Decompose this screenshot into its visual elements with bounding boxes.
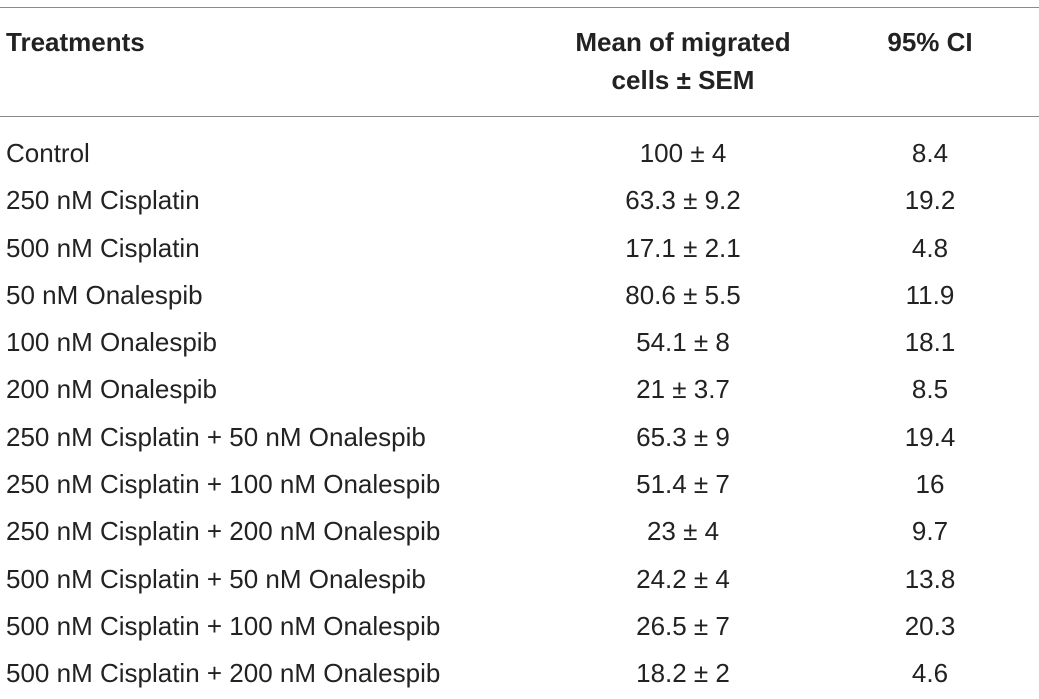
cell-ci: 16 xyxy=(915,469,945,500)
table-row: 500 nM Cisplatin + 50 nM Onalespib 24.2 … xyxy=(0,557,1039,604)
cell-ci: 19.4 xyxy=(904,421,956,452)
cell-treatment: 500 nM Cisplatin + 100 nM Onalespib xyxy=(6,610,441,641)
cell-treatment: Control xyxy=(6,138,90,168)
header-rule xyxy=(0,116,1039,117)
header-treatments: Treatments xyxy=(6,27,145,57)
cell-treatment: 100 nM Onalespib xyxy=(6,327,218,358)
cell-mean: 63.3 ± 9.2 xyxy=(625,185,741,216)
header-mean: Mean of migrated cells ± SEM xyxy=(562,23,804,99)
cell-mean: 26.5 ± 7 xyxy=(636,610,730,641)
cell-ci: 11.9 xyxy=(905,279,955,310)
cell-mean: 100 ± 4 xyxy=(639,138,727,168)
cell-treatment: 250 nM Cisplatin xyxy=(6,185,200,216)
table-row: 250 nM Cisplatin + 200 nM Onalespib 23 ±… xyxy=(0,509,1039,556)
cell-ci: 4.8 xyxy=(911,232,949,263)
top-rule xyxy=(0,7,1039,8)
cell-treatment: 50 nM Onalespib xyxy=(6,279,203,310)
cell-mean: 23 ± 4 xyxy=(646,516,720,547)
cell-ci: 19.2 xyxy=(904,185,956,216)
cell-treatment: 500 nM Cisplatin + 50 nM Onalespib xyxy=(6,563,426,594)
cell-mean: 21 ± 3.7 xyxy=(636,374,730,405)
table-body: Control 100 ± 4 8.4 250 nM Cisplatin 63.… xyxy=(0,131,1039,699)
table-row: 100 nM Onalespib 54.1 ± 8 18.1 xyxy=(0,320,1039,367)
cell-ci: 8.4 xyxy=(911,138,949,168)
table-row: 250 nM Cisplatin + 50 nM Onalespib 65.3 … xyxy=(0,415,1039,462)
header-mean-line2: cells ± SEM xyxy=(611,65,755,95)
table-row: 500 nM Cisplatin + 100 nM Onalespib 26.5… xyxy=(0,604,1039,651)
cell-mean: 51.4 ± 7 xyxy=(636,469,730,500)
cell-treatment: 200 nM Onalespib xyxy=(6,374,218,405)
cell-mean: 80.6 ± 5.5 xyxy=(625,279,741,310)
cell-ci: 13.8 xyxy=(904,563,956,594)
cell-ci: 4.6 xyxy=(911,658,949,689)
table-row: 50 nM Onalespib 80.6 ± 5.5 11.9 xyxy=(0,273,1039,320)
table-row: Control 100 ± 4 8.4 xyxy=(0,131,1039,178)
cell-mean: 54.1 ± 8 xyxy=(636,327,730,358)
cell-ci: 18.1 xyxy=(904,327,956,358)
cell-treatment: 250 nM Cisplatin + 200 nM Onalespib xyxy=(6,516,441,547)
header-ci: 95% CI xyxy=(887,27,973,57)
cell-treatment: 500 nM Cisplatin + 200 nM Onalespib xyxy=(6,658,441,689)
cell-mean: 17.1 ± 2.1 xyxy=(625,232,741,263)
cell-ci: 20.3 xyxy=(904,610,956,641)
header-mean-line1: Mean of migrated xyxy=(575,27,791,57)
cell-mean: 24.2 ± 4 xyxy=(636,563,730,594)
table-row: 250 nM Cisplatin 63.3 ± 9.2 19.2 xyxy=(0,178,1039,225)
cell-treatment: 500 nM Cisplatin xyxy=(6,232,200,263)
cell-treatment: 250 nM Cisplatin + 100 nM Onalespib xyxy=(6,469,441,500)
cell-mean: 65.3 ± 9 xyxy=(636,421,730,452)
table-row: 500 nM Cisplatin + 200 nM Onalespib 18.2… xyxy=(0,651,1039,698)
table-row: 200 nM Onalespib 21 ± 3.7 8.5 xyxy=(0,367,1039,414)
table-row: 500 nM Cisplatin 17.1 ± 2.1 4.8 xyxy=(0,226,1039,273)
cell-ci: 8.5 xyxy=(911,374,949,405)
cell-ci: 9.7 xyxy=(911,516,949,547)
cell-treatment: 250 nM Cisplatin + 50 nM Onalespib xyxy=(6,421,426,452)
cell-mean: 18.2 ± 2 xyxy=(636,658,730,689)
table-row: 250 nM Cisplatin + 100 nM Onalespib 51.4… xyxy=(0,462,1039,509)
